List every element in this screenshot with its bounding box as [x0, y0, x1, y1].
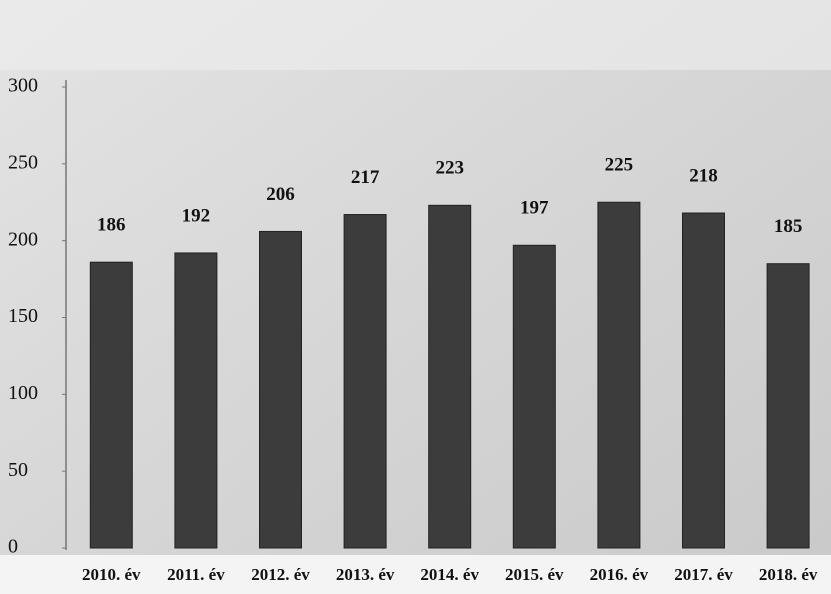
bar — [89, 261, 133, 549]
value-label: 206 — [266, 184, 295, 205]
value-label: 192 — [182, 205, 211, 226]
x-tick-label: 2015. év — [505, 565, 564, 584]
bar — [174, 252, 218, 549]
value-label: 223 — [435, 158, 464, 179]
bar — [682, 212, 725, 549]
value-label: 217 — [351, 167, 380, 188]
y-tick-label: 150 — [8, 305, 38, 327]
y-tick-label: 250 — [8, 151, 38, 173]
x-tick-label: 2010. év — [82, 565, 141, 584]
value-label: 218 — [689, 165, 718, 186]
value-label: 185 — [774, 216, 803, 237]
y-tick-label: 0 — [8, 536, 18, 558]
bar — [259, 230, 302, 549]
x-tick-label: 2018. év — [759, 565, 818, 584]
x-tick-label: 2017. év — [674, 565, 733, 584]
y-tick-label: 300 — [8, 75, 38, 97]
bar — [428, 204, 472, 549]
x-tick-label: 2011. év — [167, 565, 225, 584]
x-tick-label: 2013. év — [336, 565, 395, 584]
background-band — [0, 0, 831, 70]
x-tick-label: 2012. év — [251, 565, 310, 584]
y-tick-label: 50 — [8, 459, 28, 481]
bar — [512, 244, 556, 549]
value-label: 186 — [97, 215, 126, 236]
x-tick-label: 2014. év — [420, 565, 479, 584]
y-tick-label: 200 — [8, 228, 38, 250]
value-label: 197 — [520, 198, 549, 219]
label-band — [0, 555, 831, 594]
bar — [766, 263, 810, 549]
bar — [343, 214, 387, 549]
bar — [597, 201, 641, 549]
x-tick-label: 2016. év — [590, 565, 649, 584]
y-tick-label: 100 — [8, 382, 38, 404]
value-label: 225 — [605, 155, 634, 176]
